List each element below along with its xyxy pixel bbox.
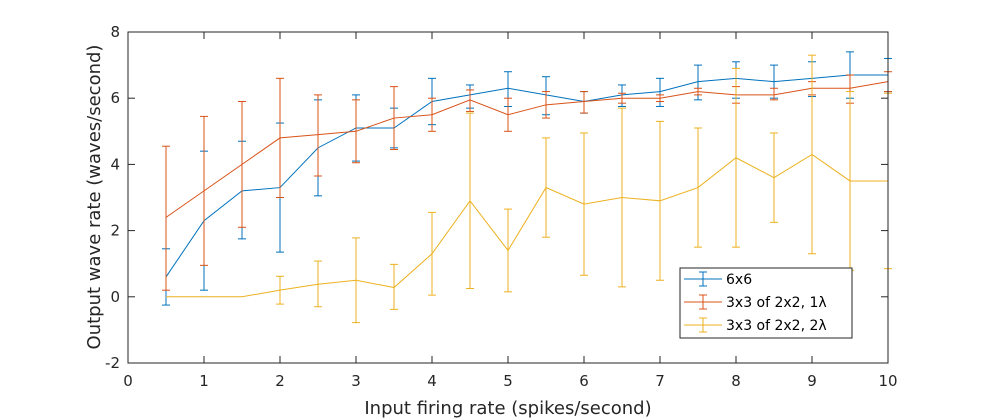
- series-layer: [162, 51, 892, 324]
- legend-label-2lambda: 3x3 of 2x2, 2λ: [726, 318, 827, 334]
- legend: 6x6 3x3 of 2x2, 1λ 3x3 of 2x2, 2λ: [679, 267, 853, 339]
- x-tick-label-1: 1: [199, 372, 209, 390]
- series-2-line: [166, 153, 888, 298]
- x-tick-label-7: 7: [655, 372, 665, 390]
- legend-box: [679, 267, 853, 339]
- legend-entries: 6x6 3x3 of 2x2, 1λ 3x3 of 2x2, 2λ: [684, 271, 827, 334]
- legend-label-6x6: 6x6: [726, 272, 752, 288]
- x-tick-label-6: 6: [579, 372, 589, 390]
- y-tick-label-1: 0: [110, 288, 120, 306]
- x-tick-label-9: 9: [807, 372, 817, 390]
- series-1-line: [165, 81, 889, 218]
- series-1: [162, 71, 892, 291]
- x-tick-label-0: 0: [123, 372, 133, 390]
- series-2: [166, 54, 892, 324]
- x-tick-label-4: 4: [427, 372, 437, 390]
- x-tick-label-2: 2: [275, 372, 285, 390]
- legend-label-1lambda: 3x3 of 2x2, 1λ: [726, 295, 827, 311]
- x-tick-label-8: 8: [731, 372, 741, 390]
- x-tick-label-5: 5: [503, 372, 513, 390]
- x-tick-label-10: 10: [878, 372, 897, 390]
- y-tick-label-2: 2: [110, 222, 120, 240]
- y-tick-label-5: 8: [110, 23, 120, 41]
- y-axis-label: Output wave rate (waves/second): [84, 45, 105, 350]
- x-tick-label-3: 3: [351, 372, 361, 390]
- series-0-line: [165, 74, 888, 278]
- x-axis-label: Input firing rate (spikes/second): [364, 398, 651, 419]
- y-tick-label-3: 4: [110, 155, 120, 173]
- y-tick-label-0: -2: [105, 354, 120, 372]
- y-tick-label-4: 6: [110, 89, 120, 107]
